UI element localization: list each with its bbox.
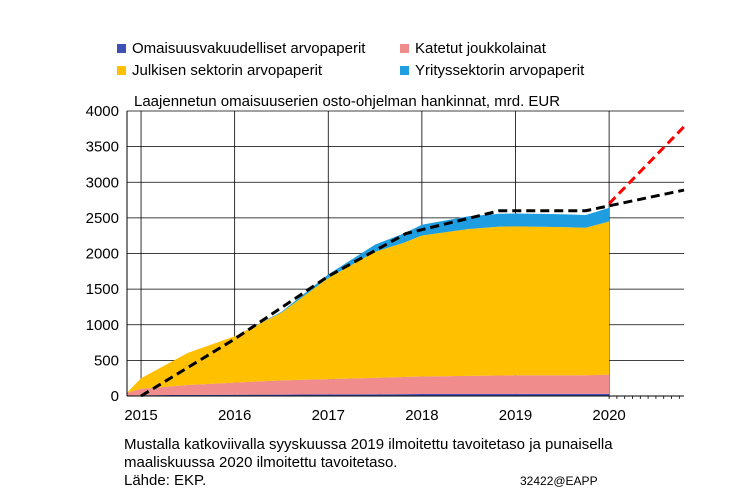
x-tick-label-5: 2020 <box>592 407 625 424</box>
legend-item-public-sector: Julkisen sektorin arvopaperit <box>117 62 322 79</box>
footnote: Mustalla katkoviivalla syyskuussa 2019 i… <box>124 436 684 490</box>
chart-code: 32422@EAPP <box>520 474 598 488</box>
y-tick-label-2: 1000 <box>86 317 119 334</box>
y-tick-label-0: 0 <box>111 388 119 405</box>
legend-label-abs: Omaisuusvakuudelliset arvopaperit <box>132 40 366 57</box>
legend-item-covered-bonds: Katetut joukkolainat <box>400 40 546 57</box>
x-tick-label-0: 2015 <box>124 407 157 424</box>
legend-label-covered-bonds: Katetut joukkolainat <box>415 40 546 57</box>
legend-swatch-corporate-sector <box>400 66 409 75</box>
y-tick-label-6: 3000 <box>86 174 119 191</box>
area-series-0 <box>127 393 610 396</box>
y-tick-label-5: 2500 <box>86 210 119 227</box>
legend-label-corporate-sector: Yrityssektorin arvopaperit <box>415 62 585 79</box>
footnote-line-2: maaliskuussa 2020 ilmoitettu tavoitetaso… <box>124 454 398 471</box>
legend-item-abs: Omaisuusvakuudelliset arvopaperit <box>117 40 365 57</box>
footnote-line-1: Mustalla katkoviivalla syyskuussa 2019 i… <box>124 436 613 453</box>
y-tick-label-8: 4000 <box>86 103 119 120</box>
x-tick-label-1: 2016 <box>218 407 251 424</box>
reference-line-1 <box>608 125 686 205</box>
area-series-3 <box>127 207 610 393</box>
area-series-1 <box>127 374 610 396</box>
legend-swatch-public-sector <box>117 66 126 75</box>
legend-swatch-abs <box>117 44 126 53</box>
area-series-2 <box>127 221 610 393</box>
x-tick-label-3: 2018 <box>405 407 438 424</box>
y-tick-label-4: 2000 <box>86 246 119 263</box>
y-tick-label-7: 3500 <box>86 139 119 156</box>
x-tick-label-2: 2017 <box>312 407 345 424</box>
chart-title: Laajennetun omaisuuserien osto-ohjelman … <box>134 93 561 110</box>
y-tick-label-3: 1500 <box>86 281 119 298</box>
x-tick-label-4: 2019 <box>499 407 532 424</box>
y-tick-label-1: 500 <box>94 352 119 369</box>
footnote-source: Lähde: EKP. <box>124 472 207 489</box>
reference-line-0 <box>140 188 685 398</box>
legend-label-public-sector: Julkisen sektorin arvopaperit <box>132 62 323 79</box>
legend-swatch-covered-bonds <box>400 44 409 53</box>
legend-item-corporate-sector: Yrityssektorin arvopaperit <box>400 62 584 79</box>
